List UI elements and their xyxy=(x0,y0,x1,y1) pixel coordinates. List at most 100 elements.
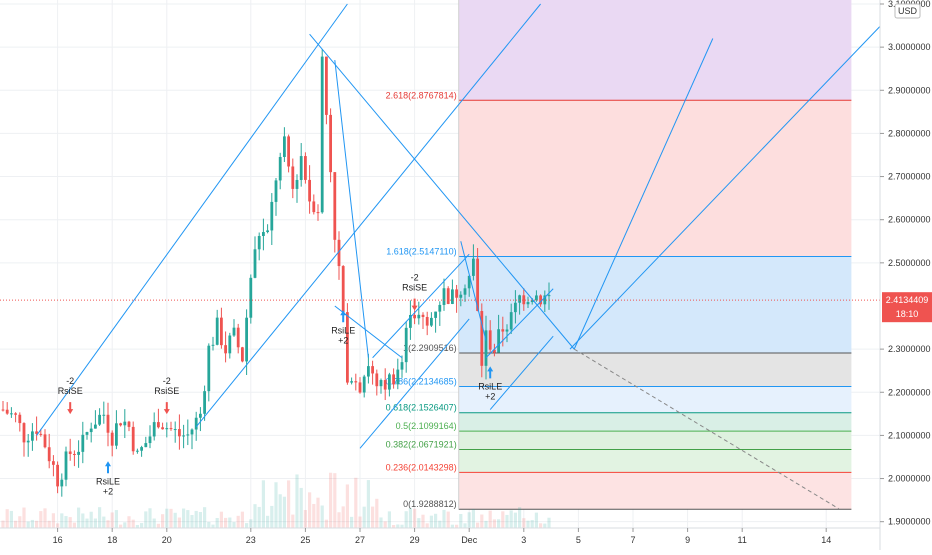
candle-body xyxy=(47,447,51,462)
candle-body xyxy=(396,369,400,385)
volume-bar xyxy=(81,513,85,528)
volume-bar xyxy=(509,510,513,528)
volume-bar xyxy=(14,520,18,528)
candle-body xyxy=(232,327,236,336)
candle-body xyxy=(236,327,240,348)
volume-bar xyxy=(379,517,383,528)
volume-bar xyxy=(400,524,404,528)
trendline[interactable] xyxy=(569,25,881,350)
candle-body xyxy=(493,349,496,353)
trendline[interactable] xyxy=(195,3,541,428)
candle-body xyxy=(102,414,106,416)
candle-body xyxy=(287,136,290,167)
candle-body xyxy=(199,413,202,418)
candle-body xyxy=(274,180,278,202)
volume-bar xyxy=(207,521,211,528)
volume-bar xyxy=(219,511,223,528)
fib-level-label: 1.618(2.5147110) xyxy=(386,246,456,256)
trendline[interactable] xyxy=(334,305,403,359)
candle-body xyxy=(379,380,383,387)
signal-count: +2 xyxy=(485,391,495,401)
candle-body xyxy=(73,453,76,455)
volume-bar xyxy=(480,514,484,528)
volume-bar xyxy=(215,517,219,528)
signal-label: RsiLE xyxy=(478,381,502,391)
time-tick-label: 3 xyxy=(521,535,526,545)
time-tick-label: 20 xyxy=(162,535,172,545)
volume-bar xyxy=(18,516,22,528)
currency-badge[interactable] xyxy=(894,3,921,19)
candle-body xyxy=(446,288,450,304)
price-tick-label: 3.0000000 xyxy=(888,42,931,52)
candle-body xyxy=(295,179,299,189)
fib-level-label: 0(1.9288812) xyxy=(403,499,457,509)
volume-bar xyxy=(47,520,51,528)
volume-bar xyxy=(320,505,324,528)
volume-bar xyxy=(278,494,282,528)
volume-bar xyxy=(476,522,480,528)
volume-bar xyxy=(358,516,362,528)
candle-body xyxy=(26,440,30,443)
volume-bar xyxy=(232,522,236,528)
trendline[interactable] xyxy=(334,60,369,358)
arrow-up-icon xyxy=(487,366,494,379)
volume-bar xyxy=(131,519,135,528)
price-tick-label: 2.9000000 xyxy=(888,85,931,95)
price-tick-label: 2.8000000 xyxy=(888,128,931,138)
projection-line[interactable] xyxy=(573,348,840,510)
candle-body xyxy=(140,447,143,451)
volume-bar xyxy=(72,522,76,528)
volume-bar xyxy=(56,523,60,528)
candle-body xyxy=(514,302,517,313)
candle-body xyxy=(165,428,169,430)
volume-bar xyxy=(245,523,249,528)
candle-body xyxy=(467,275,471,289)
trendline[interactable] xyxy=(372,253,470,359)
volume-bar xyxy=(329,472,333,528)
trendline[interactable] xyxy=(309,33,575,350)
volume-bar xyxy=(93,518,97,528)
signal-count: -2 xyxy=(411,273,419,283)
volume-bar xyxy=(77,507,81,528)
candle-body xyxy=(354,381,358,383)
volume-bar xyxy=(530,520,534,528)
volume-bar xyxy=(9,510,13,528)
candle-body xyxy=(329,114,332,173)
candle-body xyxy=(1,409,5,411)
volume-bar xyxy=(287,480,291,528)
candle-body xyxy=(31,431,34,441)
volume-bar xyxy=(64,516,68,528)
time-tick-label: 27 xyxy=(355,535,365,545)
time-tick-label: 25 xyxy=(300,535,310,545)
volume-bar xyxy=(392,524,396,528)
trendline[interactable] xyxy=(359,318,470,449)
trendline[interactable] xyxy=(573,38,714,350)
candle-body xyxy=(543,295,547,305)
candle-body xyxy=(207,345,211,392)
volume-bars xyxy=(1,472,551,528)
volume-bar xyxy=(501,511,505,528)
volume-bar xyxy=(240,511,244,528)
volume-bar xyxy=(274,482,278,528)
candle-body xyxy=(476,258,479,312)
volume-bar xyxy=(253,504,257,528)
candle-body xyxy=(509,312,513,330)
candle-body xyxy=(245,317,248,362)
volume-bar xyxy=(333,473,337,528)
volume-bar xyxy=(123,522,127,528)
trendline[interactable] xyxy=(460,241,487,341)
volume-bar xyxy=(169,508,173,528)
arrow-up-icon xyxy=(340,310,347,323)
volume-bar xyxy=(341,506,345,528)
candle-body xyxy=(333,172,337,240)
trendline[interactable] xyxy=(485,288,554,359)
candle-body xyxy=(316,212,320,214)
candle-body xyxy=(518,295,521,303)
volume-bar xyxy=(455,524,459,528)
trendline[interactable] xyxy=(36,3,348,436)
trendline[interactable] xyxy=(489,335,554,410)
volume-bar xyxy=(484,520,488,528)
candle-body xyxy=(98,414,101,425)
